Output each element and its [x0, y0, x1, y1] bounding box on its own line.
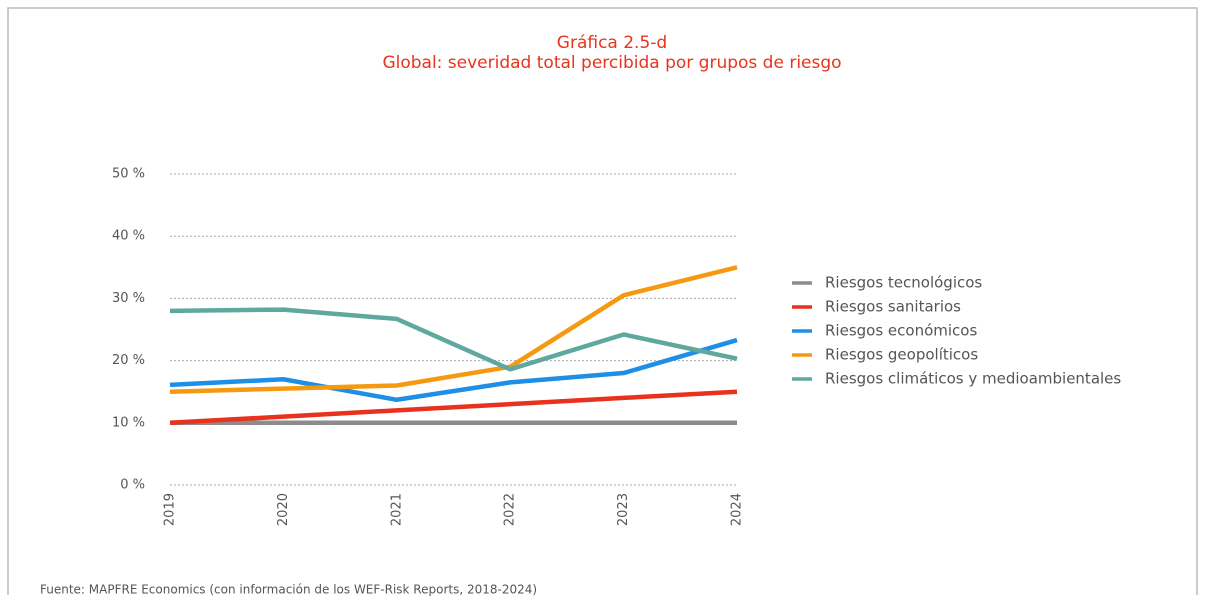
legend-label: Riesgos climáticos y medioambientales — [825, 370, 1121, 388]
x-tick-label: 2019 — [163, 493, 178, 526]
chart-subtitle: Global: severidad total percibida por gr… — [382, 53, 841, 73]
chart-title: Gráfica 2.5-d — [557, 33, 667, 53]
legend-label: Riesgos tecnológicos — [825, 274, 982, 292]
y-tick-label: 0 % — [120, 478, 145, 493]
x-tick-label: 2022 — [503, 493, 518, 526]
y-tick-label: 10 % — [112, 415, 145, 430]
legend-label: Riesgos sanitarios — [825, 298, 961, 316]
series-line — [169, 265, 738, 394]
series-line — [169, 307, 738, 372]
frame — [7, 7, 1198, 595]
x-tick-label: 2020 — [276, 493, 291, 526]
y-tick-label: 30 % — [112, 291, 145, 306]
x-tick-label: 2023 — [616, 493, 631, 526]
y-tick-label: 20 % — [112, 353, 145, 368]
y-tick-label: 50 % — [112, 167, 145, 182]
source: Fuente: MAPFRE Economics (con informació… — [40, 583, 537, 597]
legend-label: Riesgos geopolíticos — [825, 346, 978, 364]
x-tick-label: 2024 — [730, 493, 745, 526]
series-line — [169, 389, 738, 426]
legend-label: Riesgos económicos — [825, 322, 977, 340]
x-tick-label: 2021 — [389, 493, 404, 526]
y-tick-label: 40 % — [112, 229, 145, 244]
series-line — [169, 337, 738, 403]
